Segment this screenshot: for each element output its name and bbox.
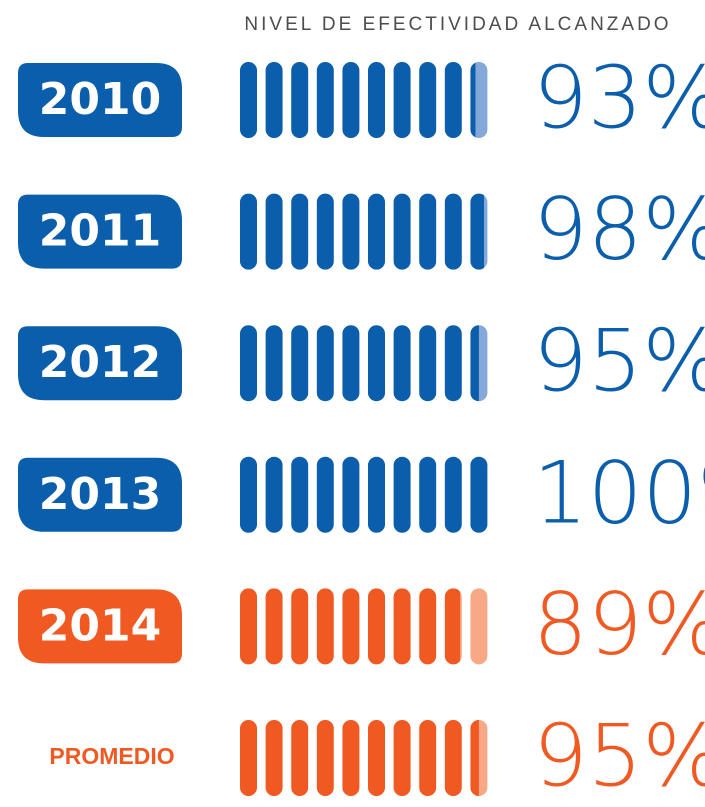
pill-fill xyxy=(240,588,461,665)
pill-fill xyxy=(240,456,488,533)
pill-fill xyxy=(240,325,479,402)
label-box xyxy=(18,63,182,137)
category-label: 2012 xyxy=(39,337,161,388)
category-label: 2014 xyxy=(39,600,161,651)
pill-fill xyxy=(240,62,476,138)
label-box xyxy=(18,457,182,532)
value-label: 93% xyxy=(533,49,705,149)
value-label: 98% xyxy=(533,180,705,280)
category-label: PROMEDIO xyxy=(49,743,174,769)
pill-fill xyxy=(240,193,484,270)
chart-title: NIVEL DE EFECTIVIDAD ALCANZADO xyxy=(244,14,671,35)
value-label: 100% xyxy=(533,443,705,543)
category-label: 2013 xyxy=(39,469,161,520)
label-box xyxy=(18,194,182,269)
category-label: 2010 xyxy=(39,74,161,125)
value-label: 95% xyxy=(533,707,705,807)
value-label: 89% xyxy=(533,575,705,675)
category-label: 2011 xyxy=(39,206,161,257)
label-box xyxy=(18,326,182,401)
value-label: 95% xyxy=(533,312,705,412)
pill-fill xyxy=(240,720,479,796)
label-box xyxy=(18,589,182,664)
